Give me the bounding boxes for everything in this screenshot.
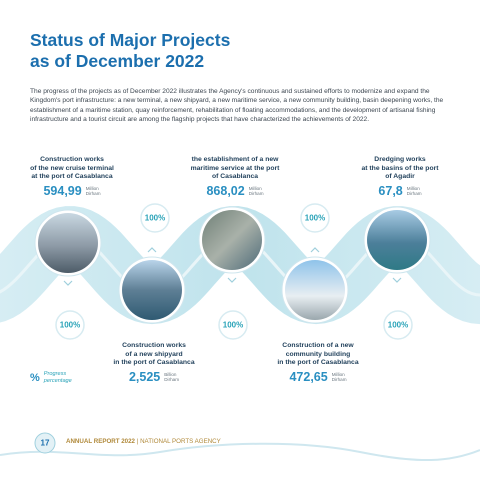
- progress: 100%: [144, 213, 166, 223]
- pointer: [227, 277, 237, 283]
- label-line: in the port of Casablanca: [113, 359, 195, 367]
- footer-separator: |: [136, 438, 139, 445]
- unit-line: Million: [248, 185, 262, 191]
- legend-label: Progress percentage: [44, 371, 72, 384]
- progress: 100%: [304, 213, 326, 223]
- unit: Billion Dirham: [164, 372, 179, 383]
- project-label: Construction works of a new shipyard in th…: [113, 342, 194, 368]
- amount-row: 868,02 Million Dirham: [206, 184, 263, 198]
- legend-symbol: %: [30, 371, 40, 384]
- project-photo: [38, 213, 98, 273]
- unit-line: Dirham: [164, 377, 180, 382]
- amount-row: 2,525 Billion Dirham: [129, 370, 179, 384]
- unit: Million Dirham: [332, 372, 347, 383]
- progress-badge: [300, 203, 330, 233]
- unit-line: Dirham: [406, 191, 422, 196]
- progress-badge: [383, 310, 413, 340]
- progress-badge: [55, 310, 85, 340]
- title-line: Status of Major Projects: [30, 30, 231, 50]
- progress: 100%: [222, 320, 244, 330]
- pointer: [147, 247, 157, 253]
- label-line: Construction works: [122, 342, 186, 349]
- label-line: Construction works: [40, 156, 104, 163]
- label-line: of a new shipyard: [125, 350, 183, 358]
- project-photo: [367, 210, 427, 270]
- unit: Million Dirham: [86, 186, 101, 197]
- progress: 100%: [387, 320, 409, 330]
- label-line: of the new cruise terminal: [30, 164, 114, 172]
- footer-report: ANNUAL REPORT 2022: [66, 438, 135, 445]
- project-photo: [202, 210, 262, 270]
- label-line: the establishment of a new: [191, 156, 279, 163]
- amount: 2,525: [128, 370, 161, 384]
- progress-badge: [218, 310, 248, 340]
- label-line: of Casablanca: [211, 173, 259, 181]
- label-line: in the port of Casablanca: [277, 359, 359, 367]
- legend-line: Progress: [43, 371, 67, 377]
- legend-line: percentage: [43, 377, 72, 384]
- unit-line: Dirham: [331, 377, 347, 382]
- project-label: Construction of a new community building i…: [277, 342, 358, 368]
- amount: 472,65: [289, 370, 328, 384]
- page-badge: [34, 432, 56, 454]
- label-line: of Agadir: [385, 173, 415, 181]
- page-number: 17: [40, 438, 50, 448]
- project-photo: [122, 260, 182, 320]
- legend: % Progress percentage: [30, 371, 72, 384]
- unit-line: Dirham: [248, 191, 264, 196]
- progress-badge: [140, 203, 170, 233]
- project-photo: [285, 260, 345, 320]
- label-line: at the basins of the port: [361, 164, 439, 172]
- unit-line: Dirham: [85, 191, 101, 196]
- project-label: the establishment of a new maritime servi…: [191, 156, 280, 182]
- unit: Million Dirham: [249, 186, 264, 197]
- amount-row: 472,65 Million Dirham: [289, 370, 346, 384]
- footer: ANNUAL REPORT 2022 | NATIONAL PORTS AGEN…: [66, 438, 221, 445]
- amount: 868,02: [206, 184, 245, 198]
- unit-line: Billion: [164, 371, 177, 377]
- amount-row: 594,99 Million Dirham: [43, 184, 100, 198]
- intro: The progress of the projects as of Decem…: [30, 88, 444, 123]
- label-line: Dredging works: [374, 156, 426, 163]
- amount: 594,99: [43, 184, 82, 198]
- footer-agency: NATIONAL PORTS AGENCY: [140, 438, 221, 445]
- pointer: [392, 277, 402, 283]
- footer-wave: [0, 442, 480, 461]
- label-line: at the port of Casablanca: [31, 173, 113, 181]
- title: Status of Major Projects as of December …: [30, 30, 230, 72]
- label-line: Construction of a new: [282, 342, 354, 349]
- pointer: [310, 247, 320, 253]
- unit-line: Million: [85, 185, 99, 191]
- unit-line: Million: [406, 185, 420, 191]
- progress: 100%: [59, 320, 81, 330]
- project-label: Dredging works at the basins of the port o…: [361, 156, 438, 182]
- amount: 67,8: [378, 184, 403, 198]
- unit-line: Million: [331, 371, 345, 377]
- label-line: maritime service at the port: [190, 164, 280, 172]
- amount-row: 67,8 Million Dirham: [378, 184, 421, 198]
- title-line: as of December 2022: [30, 51, 205, 71]
- project-label: Construction works of the new cruise term…: [30, 156, 114, 182]
- unit: Million Dirham: [407, 186, 422, 197]
- label-line: community building: [285, 350, 351, 358]
- pointer: [63, 280, 73, 286]
